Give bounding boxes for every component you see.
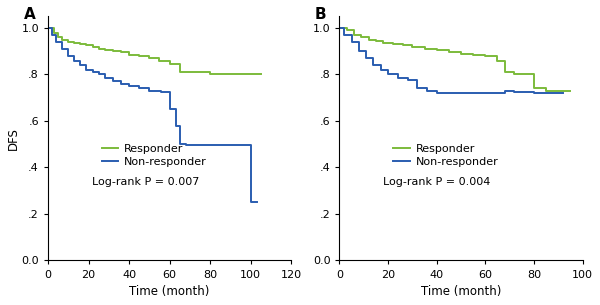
Legend: Responder, Non-responder: Responder, Non-responder: [97, 139, 211, 171]
Text: B: B: [315, 7, 327, 22]
Y-axis label: DFS: DFS: [7, 127, 20, 150]
X-axis label: Time (month): Time (month): [130, 285, 210, 298]
Text: A: A: [23, 7, 35, 22]
Text: Log-rank P = 0.007: Log-rank P = 0.007: [92, 178, 199, 188]
X-axis label: Time (month): Time (month): [421, 285, 501, 298]
Legend: Responder, Non-responder: Responder, Non-responder: [389, 139, 503, 171]
Text: Log-rank P = 0.004: Log-rank P = 0.004: [383, 178, 491, 188]
